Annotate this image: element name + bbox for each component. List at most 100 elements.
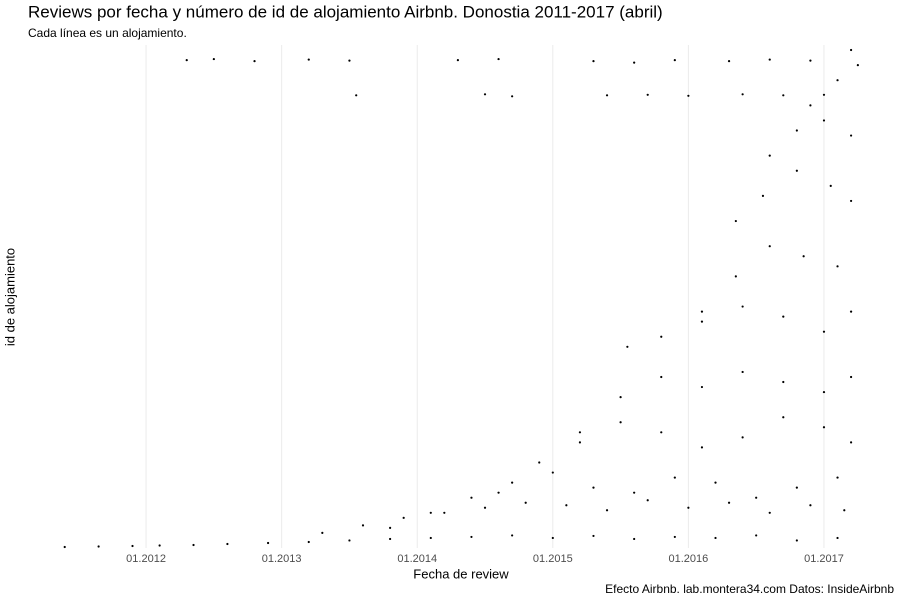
point: [809, 104, 812, 107]
point: [605, 94, 609, 97]
point: [822, 93, 826, 96]
point: [727, 501, 731, 504]
point: [660, 375, 663, 379]
point: [605, 509, 609, 512]
point: [524, 501, 527, 504]
point: [185, 58, 188, 62]
point: [660, 335, 663, 338]
point: [782, 416, 785, 419]
point: [511, 481, 514, 484]
point: [700, 320, 704, 323]
point: [511, 95, 514, 98]
point: [687, 506, 690, 509]
point: [849, 441, 853, 444]
point: [470, 496, 473, 499]
point: [673, 58, 676, 62]
point: [592, 534, 595, 538]
point: [768, 154, 771, 157]
point: [443, 511, 446, 514]
point: [822, 119, 826, 122]
point: [565, 504, 568, 507]
point: [307, 58, 310, 61]
x-tick-label: 01.2014: [397, 553, 437, 565]
point: [700, 310, 704, 313]
x-tick-label: 01.2013: [262, 553, 302, 565]
point: [497, 57, 500, 61]
point: [497, 491, 500, 494]
point: [795, 486, 798, 489]
point: [429, 536, 432, 540]
point: [755, 534, 758, 537]
point: [761, 194, 765, 197]
point: [578, 431, 582, 434]
point: [782, 315, 785, 318]
point: [768, 58, 771, 61]
point: [741, 436, 744, 439]
point: [511, 534, 514, 537]
point: [470, 535, 473, 539]
point: [755, 496, 758, 499]
point: [741, 370, 744, 374]
point: [619, 421, 622, 424]
x-tick-label: 01.2016: [669, 553, 709, 565]
point: [307, 540, 310, 544]
point: [849, 375, 853, 379]
point: [809, 59, 812, 62]
point: [578, 441, 582, 444]
point: [836, 265, 839, 268]
point: [592, 486, 595, 489]
point: [849, 310, 853, 313]
point: [633, 537, 636, 541]
point: [795, 539, 798, 542]
point: [809, 504, 812, 507]
x-axis-label: Fecha de review: [413, 566, 509, 581]
y-axis-label: id de alojamiento: [2, 248, 17, 346]
point: [633, 491, 636, 494]
point: [687, 94, 690, 97]
point: [551, 471, 554, 474]
point: [538, 461, 541, 464]
point: [429, 511, 432, 514]
x-tick-label: 01.2017: [804, 553, 844, 565]
point: [389, 537, 392, 541]
point: [836, 79, 839, 82]
point: [402, 516, 405, 519]
x-tick-label: 01.2015: [533, 553, 573, 565]
point: [619, 396, 622, 399]
point: [348, 59, 351, 62]
point: [822, 390, 826, 394]
point: [253, 59, 256, 63]
point: [321, 531, 324, 535]
point: [158, 544, 161, 547]
point: [741, 93, 744, 96]
point: [856, 64, 859, 67]
point: [660, 431, 663, 434]
point: [626, 345, 629, 348]
point: [829, 184, 832, 187]
point: [768, 511, 771, 514]
point: [795, 129, 798, 132]
point: [700, 446, 704, 449]
point: [633, 61, 636, 64]
point: [849, 199, 853, 203]
caption: Efecto Airbnb. lab.montera34.com Datos: …: [605, 582, 894, 596]
point: [822, 426, 826, 429]
point: [849, 48, 853, 52]
point: [673, 476, 676, 479]
point: [389, 526, 392, 529]
point: [673, 535, 676, 539]
point: [192, 543, 195, 547]
point: [836, 536, 839, 540]
point: [483, 93, 487, 96]
point: [483, 506, 487, 509]
point: [795, 169, 798, 172]
point: [822, 330, 826, 333]
point: [456, 58, 459, 62]
point: [849, 134, 853, 137]
point: [63, 545, 66, 549]
point: [843, 509, 846, 512]
point: [361, 524, 365, 527]
chart-title: Reviews por fecha y número de id de aloj…: [28, 2, 663, 21]
point: [741, 305, 744, 308]
